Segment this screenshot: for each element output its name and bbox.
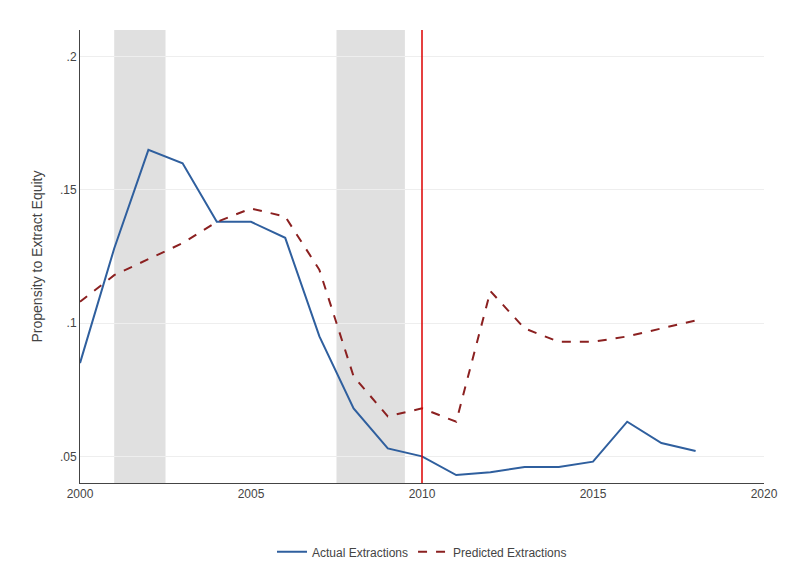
svg-text:Actual Extractions: Actual Extractions xyxy=(312,546,408,560)
svg-text:Propensity to Extract Equity: Propensity to Extract Equity xyxy=(29,171,45,343)
svg-text:2010: 2010 xyxy=(409,487,436,501)
svg-text:.1: .1 xyxy=(67,316,77,330)
svg-text:2020: 2020 xyxy=(751,487,778,501)
svg-text:2005: 2005 xyxy=(238,487,265,501)
svg-text:Predicted Extractions: Predicted Extractions xyxy=(453,546,566,560)
svg-text:2015: 2015 xyxy=(580,487,607,501)
svg-text:.15: .15 xyxy=(60,183,77,197)
svg-text:2000: 2000 xyxy=(67,487,94,501)
svg-text:.05: .05 xyxy=(60,450,77,464)
svg-text:.2: .2 xyxy=(67,50,77,64)
